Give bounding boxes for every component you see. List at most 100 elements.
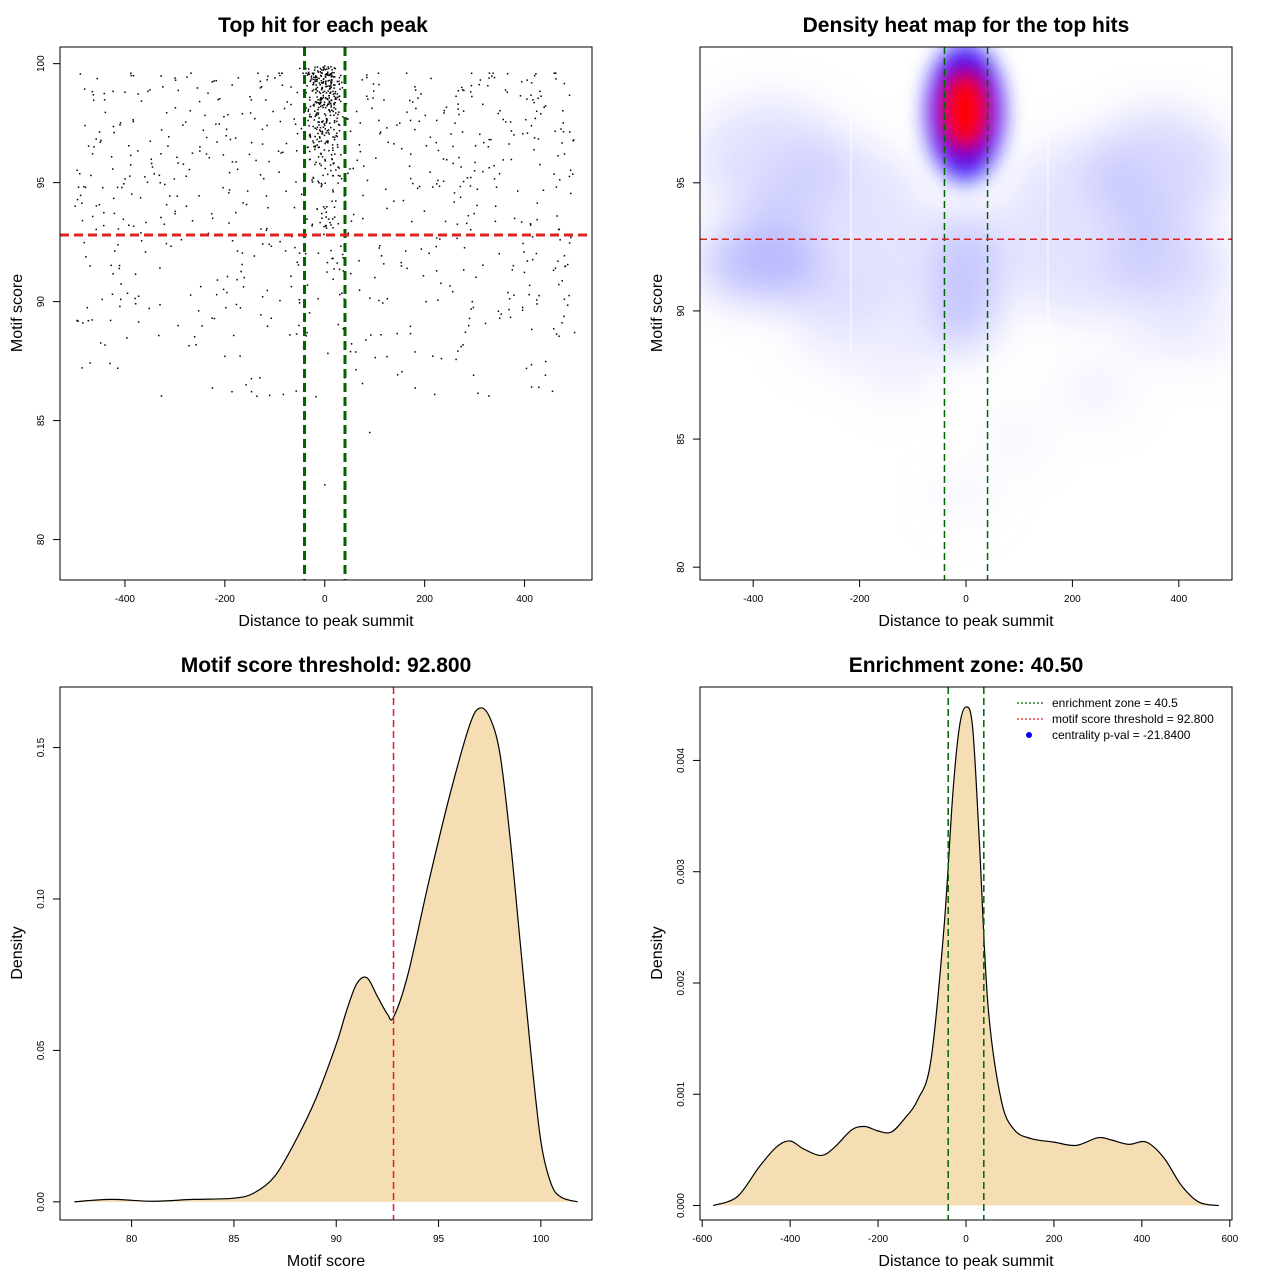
scatter-point: [197, 310, 200, 312]
scatter-point: [280, 152, 282, 154]
scatter-point: [299, 67, 301, 70]
scatter-point: [312, 89, 315, 91]
scatter-point: [502, 159, 504, 161]
scatter-point: [571, 173, 574, 175]
scatter-point: [330, 76, 333, 78]
scatter-point: [311, 181, 314, 183]
score-density-x-tick-label: 90: [331, 1234, 343, 1245]
scatter-point: [318, 91, 321, 93]
scatter-point: [228, 192, 230, 194]
scatter-point: [130, 72, 132, 74]
scatter-point: [555, 78, 557, 80]
scatter-point: [457, 108, 459, 110]
scatter-point: [374, 356, 377, 359]
scatter-point: [482, 264, 484, 266]
scatter-point: [128, 224, 130, 227]
scatter-point: [293, 206, 296, 209]
scatter-point: [332, 84, 335, 86]
scatter-point: [451, 290, 454, 293]
scatter-point: [533, 148, 535, 151]
scatter-point: [315, 101, 318, 103]
scatter-point: [104, 344, 106, 346]
scatter-point: [117, 243, 119, 246]
scatter-point: [566, 304, 569, 306]
scatter-point: [326, 74, 328, 76]
scatter-point: [184, 121, 187, 123]
scatter-point: [333, 103, 335, 106]
heatmap-x-tick-label: 200: [1064, 594, 1081, 605]
scatter-point: [540, 95, 542, 97]
scatter-point: [227, 113, 229, 116]
scatter-point: [235, 303, 238, 306]
scatter-point: [190, 72, 192, 74]
scatter-point: [327, 129, 330, 131]
scatter-point: [237, 77, 240, 79]
scatter-point: [339, 175, 341, 177]
scatter-point: [215, 293, 218, 296]
score-density-curve: [74, 687, 578, 1220]
scatter-point: [310, 116, 313, 118]
scatter-point: [442, 158, 445, 160]
scatter-point: [327, 140, 329, 142]
scatter-point: [495, 186, 498, 188]
scatter-point: [521, 309, 524, 311]
scatter-point: [148, 307, 151, 310]
scatter-point: [279, 299, 281, 302]
scatter-point: [77, 320, 79, 322]
scatter-point: [312, 104, 315, 107]
scatter-point: [334, 153, 336, 155]
score-density-x-tick-label: 80: [126, 1234, 138, 1245]
scatter-point: [211, 217, 214, 220]
scatter-point: [308, 312, 311, 314]
score-density-y-tick-label: 0.15: [36, 737, 47, 757]
scatter-point: [140, 100, 143, 102]
score-density-y-tick-label: 0.05: [36, 1040, 47, 1060]
scatter-point: [561, 142, 563, 144]
scatter-point: [569, 169, 572, 171]
scatter-point: [409, 177, 412, 180]
scatter-point: [315, 88, 317, 90]
scatter-point: [262, 177, 265, 180]
scatter-point: [312, 81, 315, 84]
scatter-point: [207, 232, 210, 235]
scatter-point: [334, 90, 337, 93]
scatter-point: [325, 211, 328, 214]
scatter-point: [474, 145, 477, 147]
scatter-point: [333, 121, 336, 124]
scatter-point: [324, 207, 326, 210]
scatter-point: [326, 261, 329, 264]
scatter-point: [538, 294, 540, 297]
scatter-point: [513, 294, 515, 296]
scatter-point: [79, 73, 82, 75]
scatter-point: [322, 106, 324, 109]
scatter-point: [490, 138, 492, 141]
scatter-point: [231, 84, 233, 86]
scatter-point: [282, 393, 285, 396]
scatter-point: [372, 90, 375, 92]
scatter-point: [295, 181, 297, 183]
scatter-point: [259, 174, 262, 176]
scatter-point: [382, 302, 384, 304]
scatter-point: [290, 275, 292, 278]
scatter-point: [317, 113, 319, 116]
scatter-point: [352, 213, 355, 216]
scatter-point: [519, 95, 522, 97]
scatter-point: [372, 83, 375, 85]
scatter-point: [236, 168, 239, 171]
scatter-point: [308, 158, 311, 161]
scatter-point: [126, 337, 128, 339]
scatter-point: [467, 324, 470, 327]
scatter-point: [476, 204, 478, 207]
scatter-point: [266, 124, 268, 127]
scatter-point: [313, 119, 316, 121]
scatter-point: [337, 223, 340, 225]
scatter-point: [445, 106, 448, 109]
heatmap-reference-lines: [700, 47, 1232, 580]
scatter-point: [322, 80, 325, 83]
scatter-point: [113, 131, 115, 134]
scatter-point: [207, 92, 209, 94]
scatter-point: [504, 89, 507, 91]
scatter-point: [316, 86, 319, 89]
heatmap-peak: [951, 78, 979, 138]
